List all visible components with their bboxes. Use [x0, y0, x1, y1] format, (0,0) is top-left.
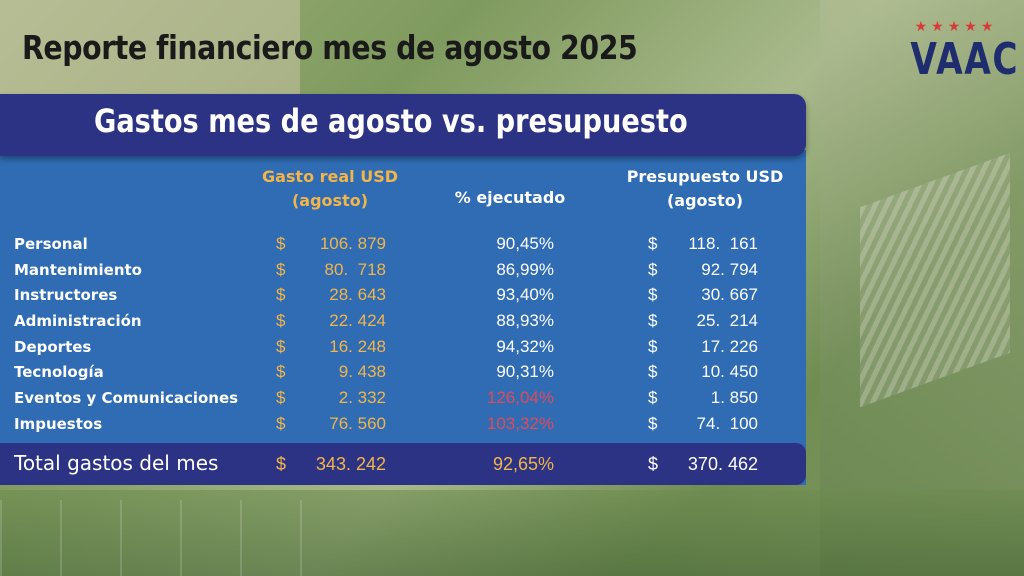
column-header-actual-line2: (agosto)	[291, 191, 369, 210]
row-category: Personal	[14, 235, 88, 253]
row-actual-amount: 106. 879	[319, 234, 386, 253]
total-budget-amount: 370. 462	[687, 454, 758, 474]
row-budget-amount: 30. 667	[701, 285, 758, 305]
row-budget-amount: 25. 214	[696, 311, 758, 331]
star-icon: ★	[931, 19, 944, 35]
row-executed-pct: 93,40%	[496, 285, 554, 305]
section-title: Gastos mes de agosto vs. presupuesto	[94, 102, 688, 140]
star-icon: ★	[980, 19, 994, 35]
row-actual-currency: $	[276, 259, 286, 279]
row-actual-amount: 28. 643	[329, 285, 386, 305]
row-executed-pct: 86,99%	[496, 259, 554, 279]
row-budget-currency: $	[648, 413, 658, 433]
total-actual-currency: $	[276, 454, 287, 474]
background-photo-court	[0, 500, 350, 576]
row-budget-currency: $	[648, 311, 658, 331]
logo-stars: ★ ★ ★ ★ ★	[898, 20, 1010, 34]
row-actual-currency: $	[276, 234, 286, 253]
row-budget-currency: $	[648, 336, 658, 356]
total-label: Total gastos del mes	[14, 451, 219, 475]
row-category: Deportes	[14, 337, 92, 356]
row-executed-pct-over-budget: 103,32%	[486, 413, 554, 433]
row-actual-amount: 2. 332	[338, 388, 386, 408]
logo-text: VAAC	[910, 34, 1020, 85]
total-row: Total gastos del mes $ 343. 242 92,65% $…	[0, 443, 806, 485]
row-category: Eventos y Comunicaciones	[14, 389, 239, 408]
expenses-table-panel	[0, 150, 806, 485]
row-actual-currency: $	[276, 311, 286, 331]
row-executed-pct: 88,93%	[496, 311, 554, 331]
row-budget-amount: 17. 226	[701, 336, 758, 356]
table-row: Administración $ 22. 424 88,93% $ 25. 21…	[0, 309, 806, 335]
vaac-logo: ★ ★ ★ ★ ★ VAAC	[898, 20, 1020, 100]
expense-rows: Personal $ 106. 879 90,45% $ 118. 161 Ma…	[0, 232, 806, 438]
total-budget-currency: $	[648, 454, 659, 474]
row-category: Impuestos	[14, 414, 103, 433]
table-row: Personal $ 106. 879 90,45% $ 118. 161	[0, 232, 806, 258]
column-header-budget: Presupuesto USD (agosto)	[600, 165, 810, 213]
row-actual-amount: 80. 718	[324, 259, 386, 279]
row-executed-pct: 90,31%	[496, 362, 554, 382]
table-row: Mantenimiento $ 80. 718 86,99% $ 92. 794	[0, 258, 806, 284]
row-category: Mantenimiento	[14, 260, 142, 279]
row-executed-pct: 94,32%	[496, 336, 554, 356]
total-executed-pct: 92,65%	[492, 454, 554, 474]
table-row: Deportes $ 16. 248 94,32% $ 17. 226	[0, 335, 806, 361]
star-icon: ★	[964, 19, 977, 35]
page-title: Reporte financiero mes de agosto 2025	[22, 28, 638, 67]
total-actual-amount: 343. 242	[315, 454, 386, 474]
background-photo-building	[0, 0, 300, 110]
row-actual-amount: 9. 438	[338, 362, 386, 382]
background-photo-trees	[820, 0, 1024, 576]
row-budget-currency: $	[648, 259, 658, 279]
row-executed-pct-over-budget: 126,04%	[486, 388, 554, 408]
row-budget-amount: 74. 100	[696, 413, 758, 433]
row-actual-amount: 16. 248	[329, 336, 386, 356]
row-actual-currency: $	[276, 285, 286, 305]
row-actual-currency: $	[276, 413, 286, 433]
row-actual-currency: $	[276, 388, 286, 408]
row-budget-amount: 92. 794	[701, 259, 758, 279]
row-budget-amount: 118. 161	[688, 234, 758, 253]
row-actual-currency: $	[276, 336, 286, 356]
row-budget-currency: $	[648, 234, 658, 253]
column-header-actual-line1: Gasto real USD	[261, 167, 399, 186]
row-actual-currency: $	[276, 362, 286, 382]
row-category: Instructores	[14, 286, 118, 305]
star-icon: ★	[947, 19, 961, 35]
column-header-executed: % ejecutado	[454, 188, 566, 207]
row-category: Administración	[14, 312, 142, 331]
section-header: Gastos mes de agosto vs. presupuesto	[0, 94, 806, 156]
table-row: Impuestos $ 76. 560 103,32% $ 74. 100	[0, 412, 806, 438]
row-budget-amount: 1. 850	[710, 388, 758, 408]
row-category: Tecnología	[14, 363, 104, 382]
row-budget-amount: 10. 450	[701, 362, 758, 382]
star-icon: ★	[914, 19, 928, 35]
table-row: Tecnología $ 9. 438 90,31% $ 10. 450	[0, 360, 806, 386]
row-actual-amount: 22. 424	[329, 311, 386, 331]
background-photo-field	[0, 490, 1024, 576]
row-budget-currency: $	[648, 362, 658, 382]
row-budget-currency: $	[648, 388, 658, 408]
column-header-budget-line1: Presupuesto USD	[626, 167, 784, 186]
table-row: Instructores $ 28. 643 93,40% $ 30. 667	[0, 283, 806, 309]
column-header-actual: Gasto real USD (agosto)	[240, 165, 420, 213]
row-executed-pct: 90,45%	[496, 234, 554, 253]
row-actual-amount: 76. 560	[329, 413, 386, 433]
table-row: Eventos y Comunicaciones $ 2. 332 126,04…	[0, 386, 806, 412]
column-header-budget-line2: (agosto)	[666, 191, 744, 210]
row-budget-currency: $	[648, 285, 658, 305]
